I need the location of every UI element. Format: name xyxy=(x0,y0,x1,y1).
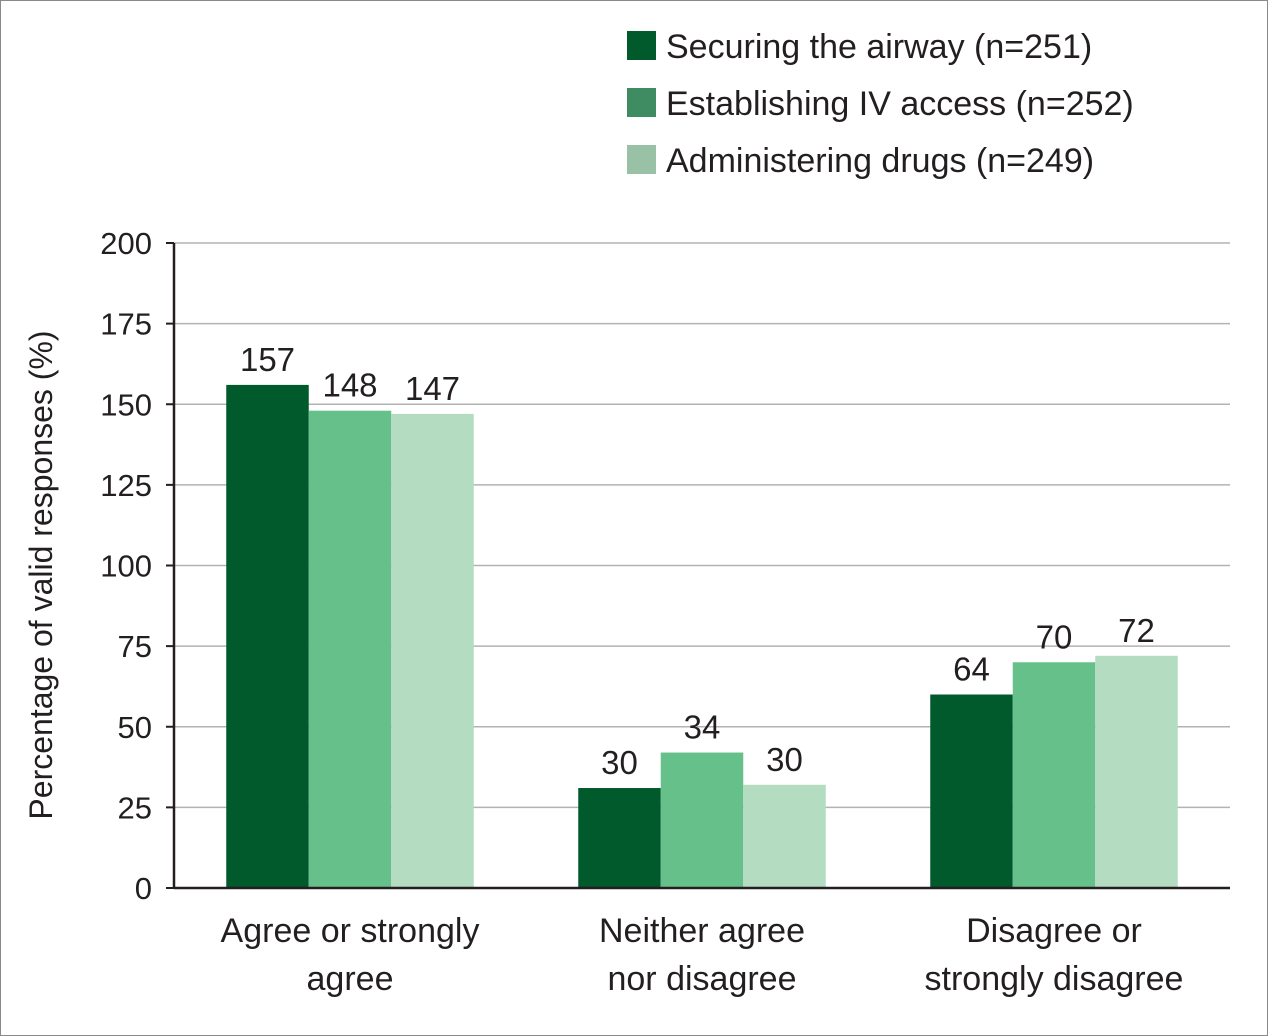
x-tick-label: agree xyxy=(307,960,394,998)
y-tick-label: 25 xyxy=(118,790,152,825)
y-axis-ticks: 0 25 50 75 100 125 150 175 200 xyxy=(100,226,174,906)
bar xyxy=(578,788,661,888)
y-axis-label: Percentage of valid responses (%) xyxy=(23,330,59,819)
bars xyxy=(226,384,1178,888)
data-label: 70 xyxy=(1036,618,1073,655)
y-tick-label: 125 xyxy=(100,468,152,503)
bar xyxy=(391,413,474,888)
y-tick-label: 150 xyxy=(100,387,152,422)
data-label: 34 xyxy=(684,709,721,746)
x-tick-label: Disagree or xyxy=(966,912,1142,950)
legend-swatch xyxy=(627,145,656,174)
x-tick-label: nor disagree xyxy=(607,960,796,998)
data-label: 147 xyxy=(405,370,460,407)
y-tick-label: 175 xyxy=(100,307,152,342)
y-tick-label: 75 xyxy=(118,629,152,664)
legend-label: Administering drugs (n=249) xyxy=(666,142,1094,180)
x-tick-label: strongly disagree xyxy=(925,960,1184,998)
bar xyxy=(660,752,744,888)
data-label: 72 xyxy=(1118,612,1155,649)
data-label: 64 xyxy=(953,651,990,688)
data-label: 157 xyxy=(240,341,295,378)
x-tick-label: Agree or strongly xyxy=(221,912,480,950)
legend-label: Establishing IV access (n=252) xyxy=(666,85,1134,123)
y-tick-label: 100 xyxy=(100,549,152,584)
bar xyxy=(308,410,392,888)
x-tick-label: Neither agree xyxy=(599,912,805,950)
bar xyxy=(743,784,826,888)
y-tick-label: 0 xyxy=(135,871,152,906)
legend-label: Securing the airway (n=251) xyxy=(666,28,1092,66)
x-axis-categories: Agree or strongly agree Neither agree nor d… xyxy=(221,912,1184,998)
bar xyxy=(1095,655,1178,888)
legend-swatch xyxy=(627,88,656,117)
y-tick-label: 50 xyxy=(118,710,152,745)
data-label: 30 xyxy=(601,744,638,781)
legend: Securing the airway (n=251) Establishing … xyxy=(627,28,1134,180)
data-label: 30 xyxy=(766,741,803,778)
y-tick-label: 200 xyxy=(100,226,152,261)
data-label: 148 xyxy=(322,367,377,404)
bar xyxy=(226,384,309,888)
bar xyxy=(930,694,1013,888)
data-labels: 157 148 147 30 34 30 64 70 72 xyxy=(240,341,1155,781)
legend-swatch xyxy=(627,31,656,60)
bar xyxy=(1012,662,1096,888)
